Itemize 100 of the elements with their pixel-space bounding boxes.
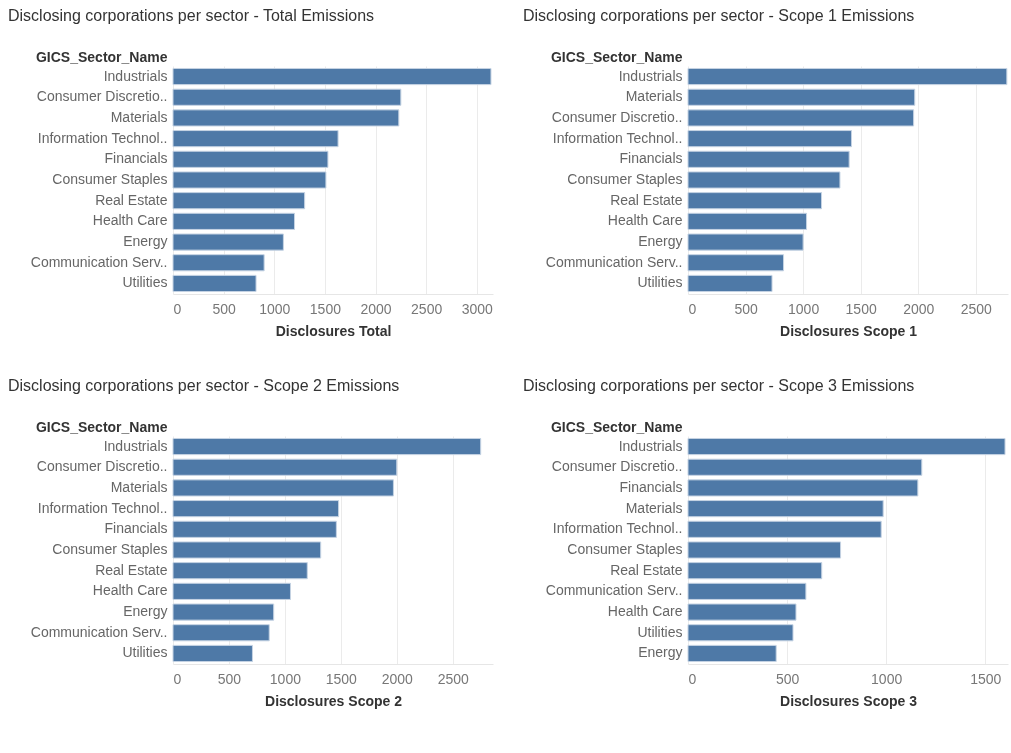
y-tick-label: Financials xyxy=(619,150,683,167)
bar xyxy=(172,150,329,168)
x-tick-label: 1000 xyxy=(269,670,302,687)
x-tick-label: 1000 xyxy=(788,300,820,317)
x-tick-label: 1500 xyxy=(970,670,1002,687)
bar xyxy=(687,67,1008,86)
bar xyxy=(172,458,398,476)
x-axis-title: Disclosures Scope 3 xyxy=(780,692,918,709)
bar xyxy=(172,130,339,148)
bar xyxy=(172,520,337,538)
bar xyxy=(172,192,306,210)
x-tick-label: 0 xyxy=(173,670,182,687)
y-tick-label: Consumer Discretio.. xyxy=(551,458,683,475)
bar xyxy=(687,109,915,127)
y-tick-label: Utilities xyxy=(637,623,683,640)
x-axis-title: Disclosures Scope 1 xyxy=(780,322,918,339)
x-tick-label: 500 xyxy=(212,300,237,317)
y-tick-label: Materials xyxy=(110,108,168,125)
y-axis-title: GICS_Sector_Name xyxy=(35,48,168,65)
x-tick-label: 1500 xyxy=(845,300,877,317)
y-tick-label: Industrials xyxy=(103,437,168,454)
x-tick-label: 2500 xyxy=(437,670,469,687)
y-tick-label: Materials xyxy=(625,499,683,516)
y-tick-label: Financials xyxy=(619,478,683,495)
x-tick-label: 0 xyxy=(688,300,697,317)
y-tick-label: Materials xyxy=(625,88,683,105)
y-tick-label: Consumer Discretio.. xyxy=(551,108,683,125)
bar xyxy=(172,67,492,86)
chart-title: Disclosing corporations per sector - Scope 1 Emissions xyxy=(523,7,915,24)
y-tick-label: Information Technol.. xyxy=(552,129,683,146)
bar xyxy=(687,88,916,106)
bar xyxy=(172,562,308,580)
y-tick-label: Energy xyxy=(638,644,683,661)
x-tick-label: 1500 xyxy=(309,300,342,317)
bar xyxy=(172,233,284,251)
y-tick-label: Consumer Discretio.. xyxy=(36,88,168,105)
y-tick-label: Health Care xyxy=(92,212,168,229)
bar xyxy=(172,274,257,293)
y-tick-label: Utilities xyxy=(122,644,168,661)
bar xyxy=(172,109,400,127)
y-tick-label: Health Care xyxy=(92,582,168,599)
bar xyxy=(172,624,270,642)
y-tick-label: Real Estate xyxy=(95,561,168,578)
y-tick-label: Energy xyxy=(123,233,168,250)
bar xyxy=(172,541,322,559)
y-tick-label: Health Care xyxy=(607,603,683,620)
bar xyxy=(687,130,852,148)
y-tick-label: Industrials xyxy=(103,67,168,84)
bar xyxy=(172,212,296,230)
bar xyxy=(172,603,275,621)
bar xyxy=(687,171,841,189)
y-tick-label: Energy xyxy=(123,603,168,620)
y-tick-label: Consumer Discretio.. xyxy=(36,458,168,475)
bar xyxy=(687,254,785,272)
x-tick-label: 500 xyxy=(734,300,758,317)
y-tick-label: Energy xyxy=(638,233,683,250)
x-tick-label: 2000 xyxy=(381,670,414,687)
chart-title: Disclosing corporations per sector - Scope 3 Emissions xyxy=(523,377,915,394)
y-tick-label: Information Technol.. xyxy=(37,129,168,146)
x-tick-label: 2500 xyxy=(411,300,443,317)
y-tick-label: Communication Serv.. xyxy=(30,623,168,640)
x-tick-label: 1500 xyxy=(325,670,358,687)
chart-title: Disclosing corporations per sector - Total Emissions xyxy=(8,7,375,24)
bar xyxy=(172,644,253,663)
y-tick-label: Communication Serv.. xyxy=(545,582,683,599)
x-tick-label: 500 xyxy=(775,670,800,687)
y-tick-label: Financials xyxy=(104,150,168,167)
y-tick-label: Information Technol.. xyxy=(552,520,683,537)
y-tick-label: Consumer Staples xyxy=(52,541,168,557)
y-tick-label: Consumer Staples xyxy=(567,171,683,187)
y-tick-label: Real Estate xyxy=(95,191,168,208)
y-tick-label: Information Technol.. xyxy=(37,499,168,516)
y-tick-label: Industrials xyxy=(618,67,683,84)
y-tick-label: Real Estate xyxy=(610,561,683,578)
x-tick-label: 3000 xyxy=(461,300,494,317)
y-tick-label: Materials xyxy=(110,478,168,495)
bar xyxy=(172,254,265,272)
x-tick-label: 0 xyxy=(688,670,697,687)
bar xyxy=(687,274,773,293)
bar xyxy=(687,150,850,168)
bar xyxy=(172,500,340,518)
x-axis-title: Disclosures Scope 2 xyxy=(265,692,403,709)
x-tick-label: 2000 xyxy=(360,300,392,317)
y-tick-label: Communication Serv.. xyxy=(30,253,168,270)
y-tick-label: Utilities xyxy=(637,274,683,291)
y-tick-label: Utilities xyxy=(122,274,168,291)
x-tick-label: 1000 xyxy=(871,670,903,687)
y-tick-label: Industrials xyxy=(618,437,683,454)
bar xyxy=(172,171,327,189)
bar xyxy=(687,212,808,230)
bar xyxy=(172,437,482,456)
bar xyxy=(687,192,823,210)
x-tick-label: 1000 xyxy=(259,300,291,317)
x-tick-label: 2000 xyxy=(903,300,935,317)
y-tick-label: Real Estate xyxy=(610,191,683,208)
bar xyxy=(172,582,291,600)
chart-title: Disclosing corporations per sector - Scope 2 Emissions xyxy=(8,377,400,394)
y-tick-label: Consumer Staples xyxy=(52,171,168,187)
x-tick-label: 0 xyxy=(173,300,182,317)
y-tick-label: Consumer Staples xyxy=(567,541,683,557)
